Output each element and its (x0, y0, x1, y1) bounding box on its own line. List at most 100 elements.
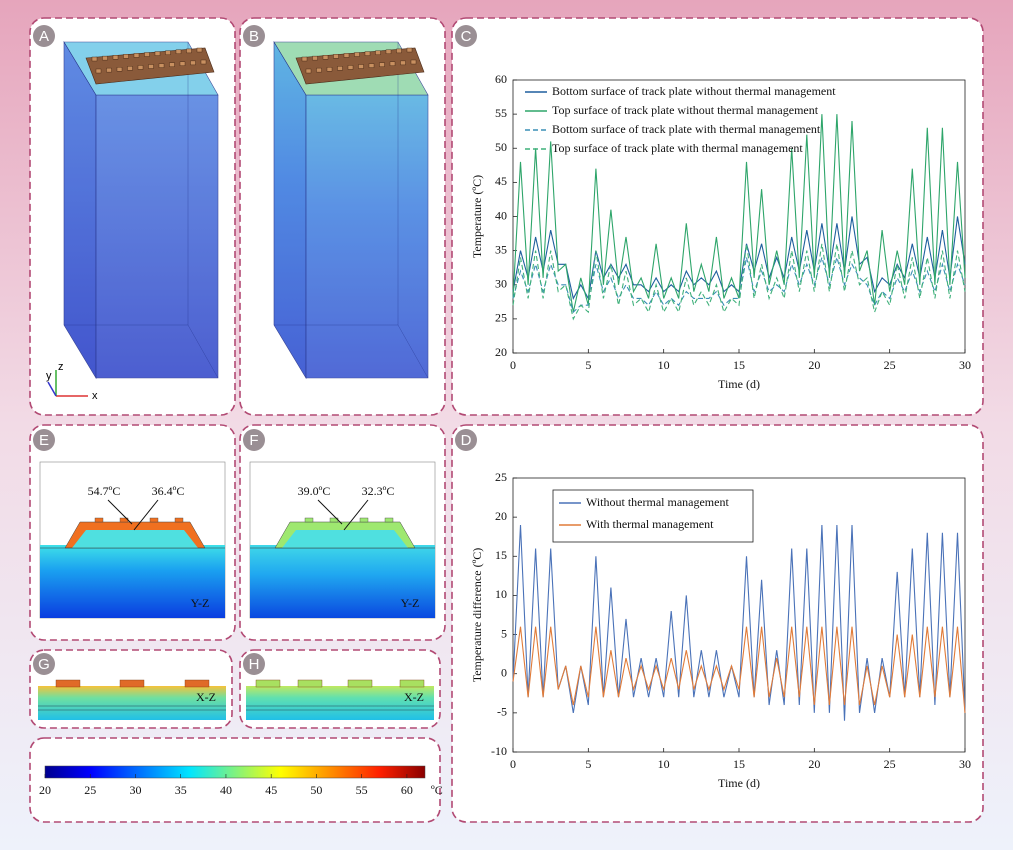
colorbar-tick-label: 30 (129, 783, 141, 797)
fastener (175, 49, 182, 54)
fastener (359, 517, 369, 523)
x-tick-label: 10 (658, 757, 670, 771)
fastener (379, 62, 385, 67)
y-axis-title: Temperature difference (ºC) (470, 548, 484, 683)
panel-badge (243, 429, 265, 451)
series-line (512, 626, 966, 713)
panel-label: C (461, 28, 472, 45)
annotation: 54.7ºC (88, 484, 121, 498)
fastener (389, 61, 396, 66)
x-axis-title: Time (d) (718, 377, 760, 391)
colorbar-tick-label: 45 (265, 783, 277, 797)
series-line (512, 255, 966, 314)
colorbar-unit: ºC (431, 783, 443, 797)
fastener (116, 66, 123, 72)
x-tick-label: 5 (585, 757, 591, 771)
colorbar-tick-label: 25 (84, 783, 96, 797)
panel-label: H (249, 656, 260, 673)
fastener (333, 54, 339, 59)
annotation: 36.4ºC (152, 484, 185, 498)
annotation: 32.3ºC (362, 484, 395, 498)
embankment-core (72, 530, 198, 548)
arrow (133, 499, 159, 531)
y-tick-label: 40 (495, 208, 507, 222)
fastener (358, 64, 364, 69)
x-tick-label: 30 (959, 757, 971, 771)
y-tick-label: 60 (495, 72, 507, 86)
y-tick-label: 20 (495, 345, 507, 359)
fastener (368, 63, 375, 68)
y-tick-label: 45 (495, 174, 507, 188)
colorbar-tick-label: 55 (356, 783, 368, 797)
annotation: 39.0ºC (298, 484, 331, 498)
plane-label: X-Z (196, 690, 216, 704)
panel-label: A (39, 28, 49, 45)
y-tick-label: 35 (495, 242, 507, 256)
x-tick-label: 25 (884, 358, 896, 372)
y-tick-label: 20 (495, 509, 507, 523)
panel-badge (33, 429, 55, 451)
y-tick-label: 15 (495, 548, 507, 562)
fastener (106, 67, 112, 73)
block-side (63, 40, 97, 380)
strip-bump (255, 679, 281, 688)
block-side (273, 40, 307, 380)
triad-label: z (58, 361, 64, 373)
fastener (174, 517, 184, 523)
x-axis-title: Time (d) (718, 776, 760, 790)
fastener (190, 60, 196, 66)
fastener (396, 48, 402, 54)
x-tick-label: 15 (733, 757, 745, 771)
x-tick-label: 0 (510, 757, 516, 771)
x-tick-label: 25 (884, 757, 896, 771)
block-edge (187, 324, 219, 379)
y-axis-title: Temperature (ºC) (470, 175, 484, 258)
fastener (137, 65, 144, 70)
fastener (149, 517, 159, 523)
colorbar-tick-label: 20 (39, 783, 51, 797)
fastener (200, 59, 207, 65)
y-tick-label: 5 (501, 626, 507, 640)
fastener (322, 55, 329, 60)
fastener (169, 62, 175, 67)
section-soil (40, 545, 225, 618)
block-edge (397, 324, 429, 379)
panel-badge (33, 25, 55, 47)
fastener (343, 53, 350, 58)
colorbar (44, 765, 426, 779)
fastener (347, 65, 354, 70)
fastener (186, 48, 192, 54)
panel-badge (243, 25, 265, 47)
y-tick-label: 0 (501, 665, 507, 679)
fastener (165, 50, 171, 55)
triad-axis (47, 381, 57, 397)
fastener (123, 54, 129, 59)
x-tick-label: 20 (808, 358, 820, 372)
panel-badge (243, 653, 265, 675)
x-tick-label: 15 (733, 358, 745, 372)
series-line (512, 243, 966, 321)
x-tick-label: 10 (658, 358, 670, 372)
plane-label: Y-Z (401, 596, 420, 610)
fastener (364, 51, 371, 56)
strip-bump (399, 679, 425, 688)
y-tick-label: 50 (495, 140, 507, 154)
triad-label: x (92, 390, 98, 402)
fastener (305, 68, 312, 74)
fastener (133, 53, 140, 58)
panel-label: E (39, 432, 49, 449)
panel-label: F (249, 432, 258, 449)
fastener (375, 50, 381, 55)
legend-label: Bottom surface of track plate with therm… (552, 122, 821, 136)
panel-label: B (249, 28, 259, 45)
panel-badge (33, 653, 55, 675)
arrow (107, 499, 133, 525)
y-tick-label: 25 (495, 470, 507, 484)
triad-label: y (46, 370, 52, 382)
y-tick-label: 10 (495, 587, 507, 601)
fastener (127, 66, 133, 71)
fastener (158, 63, 165, 68)
fastener (337, 66, 343, 71)
strip (38, 686, 226, 720)
